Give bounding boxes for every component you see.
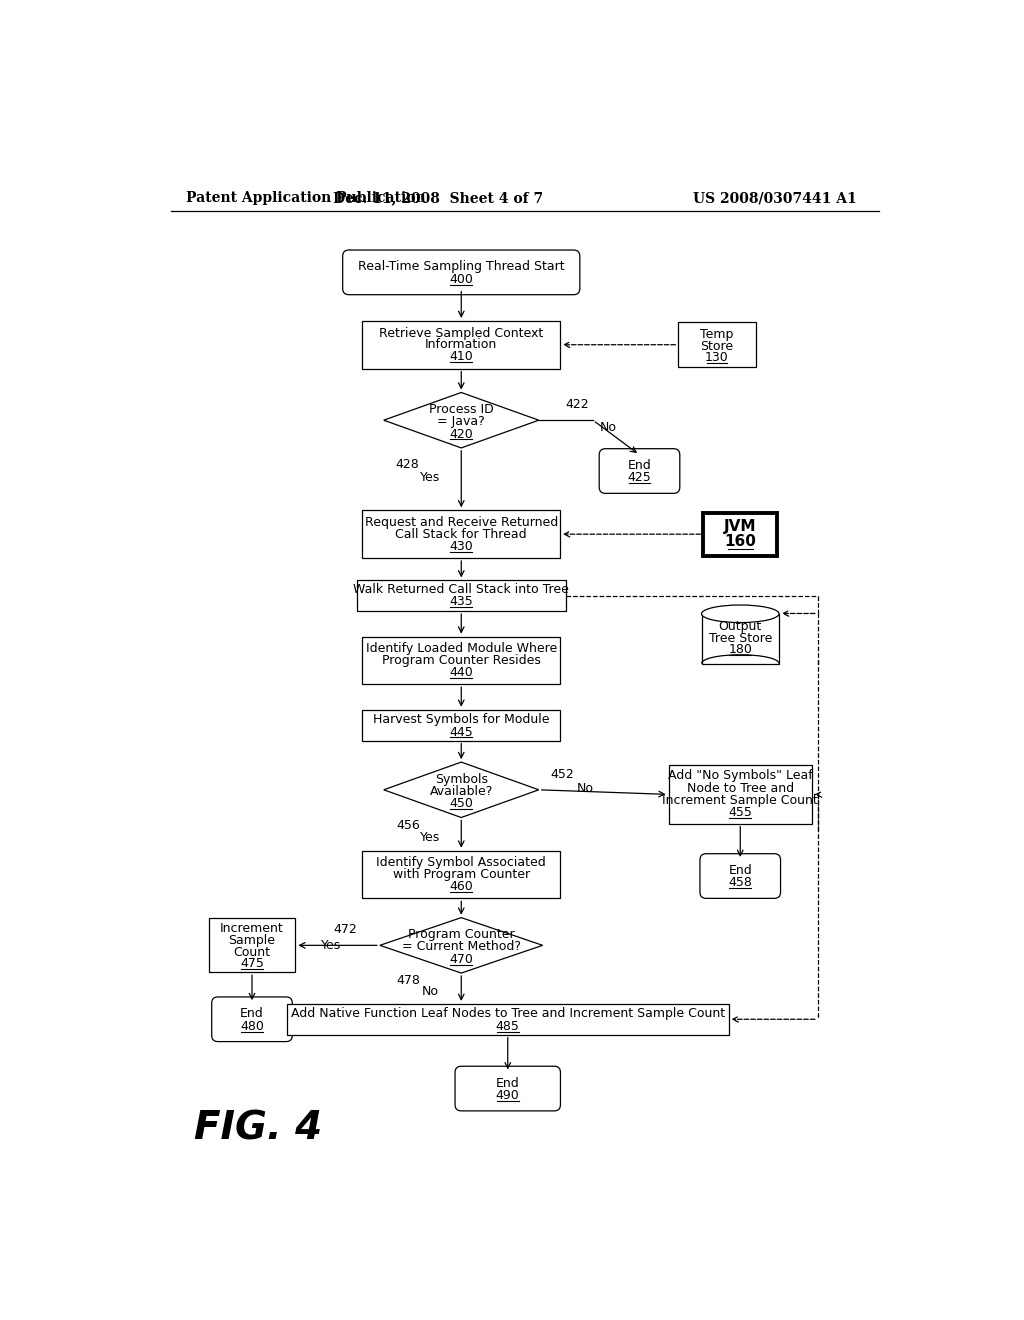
Text: 470: 470 (450, 953, 473, 966)
Bar (362, 850, 560, 899)
Text: Call Stack for Thread: Call Stack for Thread (395, 528, 527, 541)
Text: 440: 440 (450, 667, 473, 680)
Bar (701, 614, 779, 664)
Text: End: End (240, 1007, 264, 1020)
Text: Process ID: Process ID (429, 403, 494, 416)
Text: 430: 430 (450, 540, 473, 553)
Text: JVM: JVM (724, 519, 757, 535)
Text: Available?: Available? (429, 785, 493, 797)
Text: No: No (600, 421, 617, 434)
Text: Count: Count (233, 945, 270, 958)
Text: Add Native Function Leaf Nodes to Tree and Increment Sample Count: Add Native Function Leaf Nodes to Tree a… (291, 1007, 725, 1020)
Text: Symbols: Symbols (435, 772, 487, 785)
Bar (287, 1003, 729, 1035)
Text: Request and Receive Returned: Request and Receive Returned (365, 516, 558, 529)
Text: No: No (422, 985, 438, 998)
Text: 428: 428 (395, 458, 419, 471)
Text: 425: 425 (628, 471, 651, 484)
Bar (669, 766, 812, 824)
Text: 478: 478 (396, 974, 421, 987)
Text: Node to Tree and: Node to Tree and (687, 781, 794, 795)
Polygon shape (380, 917, 543, 973)
Text: Identify Symbol Associated: Identify Symbol Associated (377, 857, 546, 870)
Text: 460: 460 (450, 880, 473, 894)
Text: Output: Output (719, 620, 762, 634)
Text: 480: 480 (240, 1019, 264, 1032)
Text: 490: 490 (496, 1089, 519, 1102)
Text: Identify Loaded Module Where: Identify Loaded Module Where (366, 643, 557, 656)
Polygon shape (384, 392, 539, 447)
Text: 400: 400 (450, 273, 473, 286)
Text: with Program Counter: with Program Counter (392, 869, 529, 880)
Text: Temp: Temp (700, 329, 733, 342)
Text: Increment Sample Count: Increment Sample Count (663, 795, 818, 807)
Text: Yes: Yes (420, 832, 440, 843)
Text: 455: 455 (728, 807, 753, 820)
Text: 452: 452 (550, 768, 573, 781)
Bar (362, 710, 560, 741)
Text: Walk Returned Call Stack into Tree: Walk Returned Call Stack into Tree (353, 583, 569, 597)
Text: 420: 420 (450, 428, 473, 441)
Text: End: End (728, 865, 752, 878)
Text: 458: 458 (728, 876, 753, 890)
Text: 422: 422 (565, 399, 590, 412)
Text: Increment: Increment (220, 921, 284, 935)
Text: FIG. 4: FIG. 4 (194, 1110, 322, 1147)
Text: End: End (496, 1077, 519, 1090)
Text: Program Counter Resides: Program Counter Resides (382, 653, 541, 667)
Text: 435: 435 (450, 595, 473, 609)
Text: Real-Time Sampling Thread Start: Real-Time Sampling Thread Start (358, 260, 564, 273)
Text: Add "No Symbols" Leaf: Add "No Symbols" Leaf (668, 770, 813, 783)
Bar (362, 511, 560, 558)
Ellipse shape (701, 605, 779, 623)
Text: Tree Store: Tree Store (709, 631, 772, 644)
Bar (209, 919, 295, 973)
Text: 160: 160 (724, 533, 756, 549)
Text: Patent Application Publication: Patent Application Publication (186, 191, 426, 206)
Text: Harvest Symbols for Module: Harvest Symbols for Module (373, 713, 550, 726)
Bar (362, 321, 560, 368)
Text: Yes: Yes (420, 471, 440, 484)
Text: US 2008/0307441 A1: US 2008/0307441 A1 (693, 191, 856, 206)
Text: 410: 410 (450, 350, 473, 363)
FancyBboxPatch shape (343, 249, 580, 294)
Bar (678, 322, 756, 367)
Text: Program Counter: Program Counter (408, 928, 515, 941)
Text: Yes: Yes (321, 939, 341, 952)
Text: Sample: Sample (228, 935, 275, 948)
Bar (703, 512, 777, 556)
Text: Retrieve Sampled Context: Retrieve Sampled Context (379, 326, 544, 339)
Text: Dec. 11, 2008  Sheet 4 of 7: Dec. 11, 2008 Sheet 4 of 7 (333, 191, 543, 206)
Text: Store: Store (700, 339, 733, 352)
Text: No: No (577, 781, 594, 795)
Text: 456: 456 (396, 818, 421, 832)
Text: Information: Information (425, 338, 498, 351)
FancyBboxPatch shape (455, 1067, 560, 1111)
FancyBboxPatch shape (700, 854, 780, 899)
Text: End: End (628, 459, 651, 473)
FancyBboxPatch shape (599, 449, 680, 494)
Text: = Java?: = Java? (437, 416, 485, 428)
Polygon shape (384, 762, 539, 817)
Text: 472: 472 (333, 924, 357, 936)
Text: 445: 445 (450, 726, 473, 739)
Text: 130: 130 (706, 351, 729, 364)
Bar (356, 581, 566, 611)
Text: 180: 180 (728, 643, 753, 656)
Text: 485: 485 (496, 1019, 520, 1032)
FancyBboxPatch shape (212, 997, 292, 1041)
Text: 475: 475 (240, 957, 264, 970)
Bar (362, 636, 560, 684)
Text: = Current Method?: = Current Method? (401, 940, 521, 953)
Text: 450: 450 (450, 797, 473, 810)
